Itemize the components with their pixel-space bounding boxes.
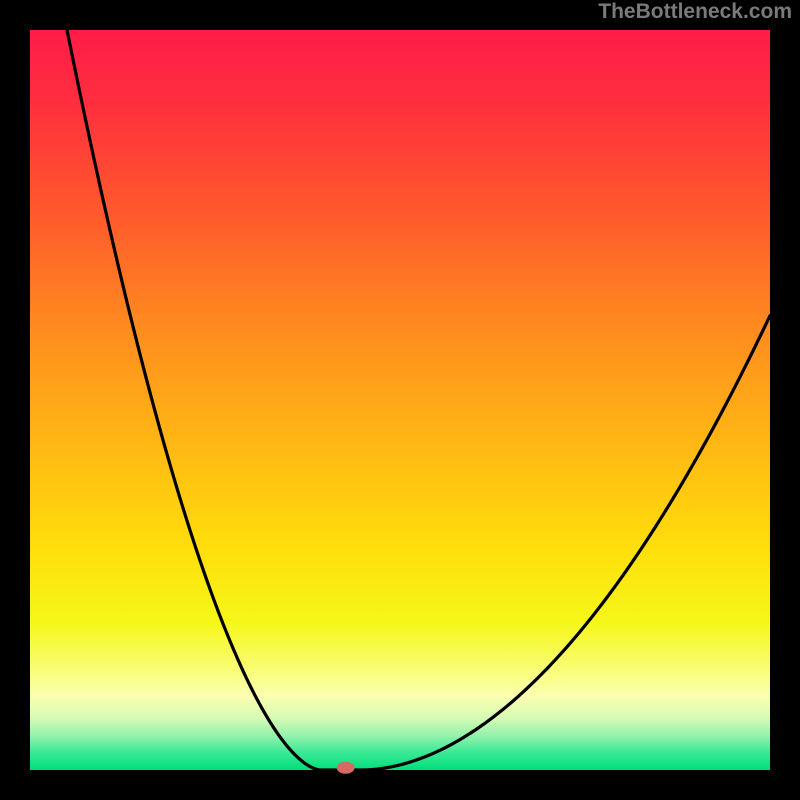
chart-container: TheBottleneck.com <box>0 0 800 800</box>
plot-area-gradient <box>30 30 770 770</box>
optimum-marker <box>337 762 355 774</box>
bottleneck-chart-svg <box>0 0 800 800</box>
